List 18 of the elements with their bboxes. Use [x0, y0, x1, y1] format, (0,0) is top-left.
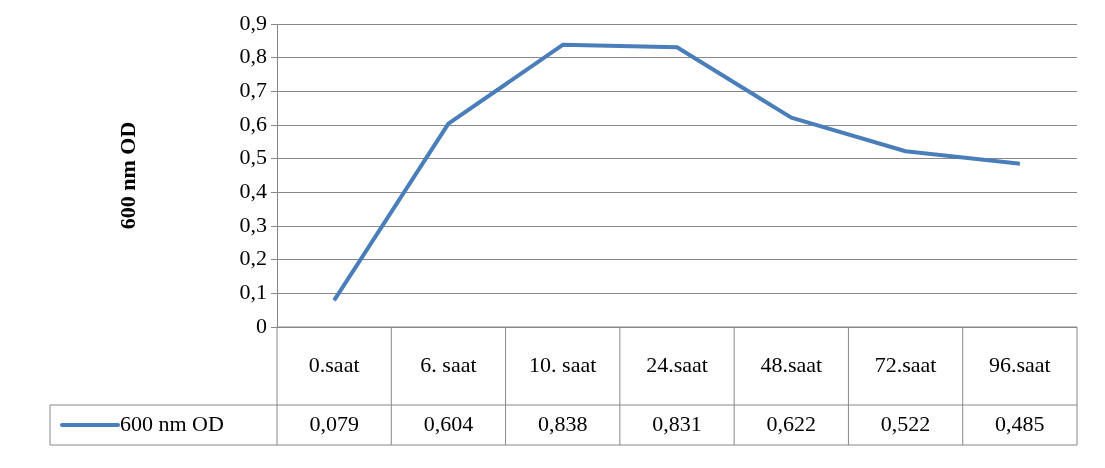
x-tick-label: 48.saat — [760, 351, 823, 377]
y-tick-label: 0,2 — [239, 245, 267, 271]
y-axis-title: 600 nm OD — [114, 121, 140, 230]
y-tick-label: 0,4 — [239, 178, 267, 204]
x-tick-label: 24.saat — [646, 351, 708, 377]
x-tick-label: 96.saat — [989, 351, 1051, 377]
x-tick-label: 10. saat — [529, 351, 597, 377]
y-tick-label: 0 — [256, 312, 267, 338]
y-tick-label: 0,7 — [239, 77, 267, 103]
x-tick-label: 72.saat — [874, 351, 937, 377]
y-tick-label: 0,5 — [239, 144, 267, 170]
y-tick-label: 0,1 — [239, 279, 267, 305]
x-tick-label: 6. saat — [420, 351, 477, 377]
y-tick-label: 0,8 — [239, 43, 267, 69]
x-tick-label: 0.saat — [308, 351, 360, 377]
y-tick-label: 0,3 — [239, 211, 267, 237]
y-tick-label: 0,9 — [239, 9, 267, 35]
y-tick-label: 0,6 — [239, 110, 267, 136]
